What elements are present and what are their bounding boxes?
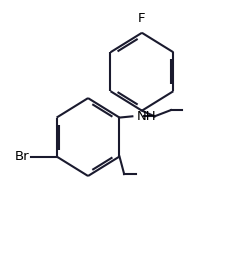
Text: F: F: [138, 12, 146, 25]
Text: NH: NH: [137, 110, 157, 123]
Text: Br: Br: [15, 150, 30, 163]
